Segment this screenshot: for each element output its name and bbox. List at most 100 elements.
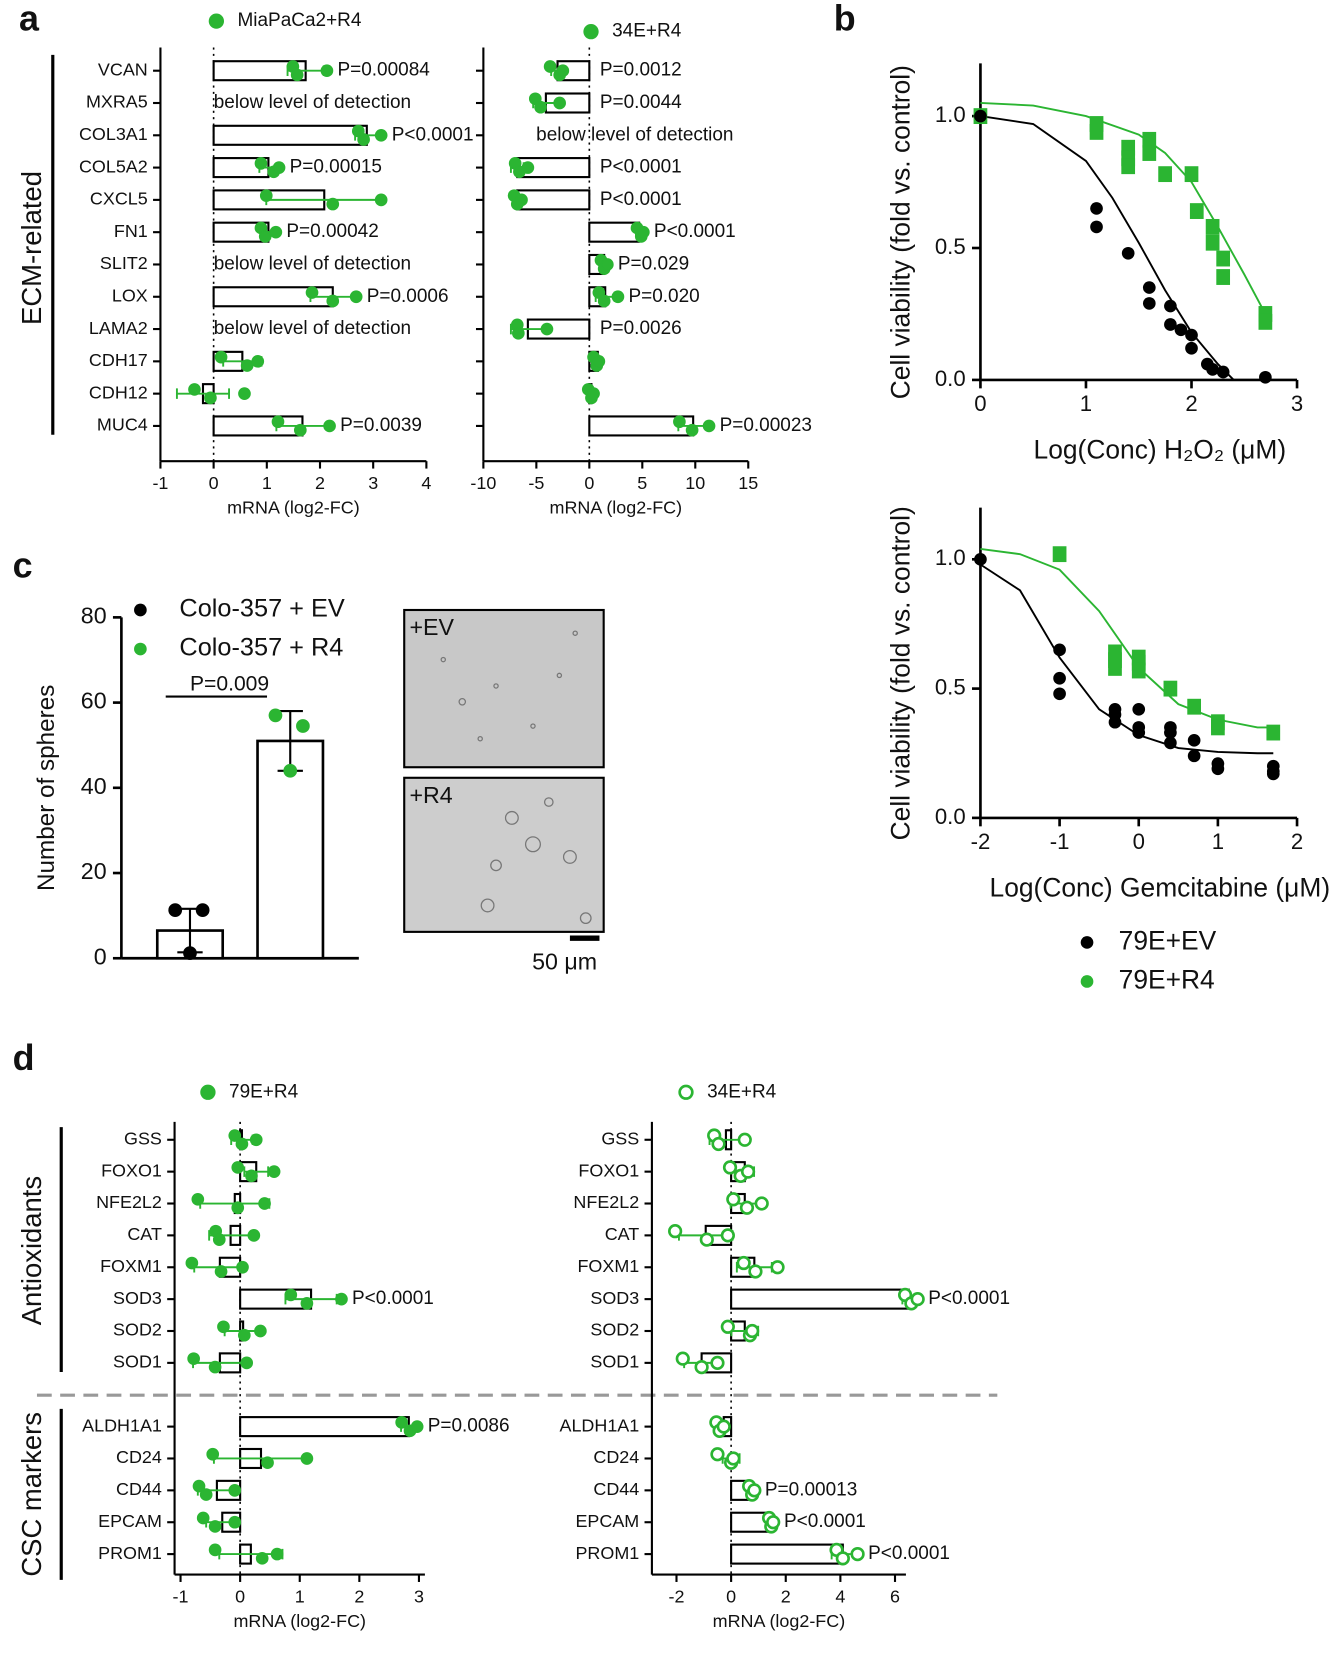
x-tick-label: -1 — [173, 1587, 189, 1607]
data-point — [726, 1451, 741, 1466]
data-point — [231, 1161, 245, 1174]
category-label: NFE2L2 — [96, 1192, 162, 1212]
data-point — [694, 1359, 709, 1375]
legend-label: 34E+R4 — [707, 1081, 776, 1102]
data-point — [668, 1224, 683, 1239]
x-tick-label: 1 — [262, 473, 272, 493]
data-point — [1164, 318, 1177, 331]
category-label: ALDH1A1 — [559, 1415, 639, 1435]
data-point — [1053, 671, 1066, 685]
data-point — [235, 1137, 249, 1151]
legend-label: 79E+EV — [1119, 925, 1217, 955]
annotation: P=0.009 — [190, 672, 269, 695]
data-point — [272, 161, 286, 174]
data-point — [974, 109, 987, 123]
data-point — [1108, 660, 1122, 676]
category-label: FOXO1 — [101, 1160, 162, 1180]
bar — [516, 189, 591, 211]
annotation: P=0.020 — [628, 286, 699, 307]
data-point — [737, 1132, 752, 1147]
data-point — [236, 1260, 249, 1274]
category-label: COL3A1 — [79, 124, 148, 144]
category-label: CD44 — [116, 1479, 162, 1499]
data-point — [722, 1160, 738, 1175]
scale-bar-label: 50 μm — [532, 949, 597, 975]
data-point — [1052, 546, 1067, 563]
data-point — [254, 157, 268, 170]
data-point — [1187, 733, 1201, 747]
data-point — [255, 1551, 269, 1565]
data-point — [1216, 269, 1231, 285]
data-point — [521, 161, 535, 174]
annotation: P=0.00015 — [290, 157, 382, 178]
x-tick-label: 0 — [1133, 829, 1145, 854]
y-tick-label: 0 — [94, 943, 107, 969]
data-point — [974, 553, 987, 566]
annotation: P=0.029 — [618, 253, 689, 274]
data-point — [1205, 218, 1220, 235]
data-point — [240, 1356, 254, 1370]
data-point — [766, 1515, 781, 1530]
x-tick-label: 2 — [1185, 391, 1197, 416]
data-point — [326, 294, 340, 308]
bar — [212, 124, 368, 146]
data-point — [1174, 323, 1188, 337]
data-point — [1089, 124, 1104, 140]
data-point — [261, 1456, 274, 1470]
legend-marker — [200, 1084, 216, 1100]
bar — [239, 1416, 410, 1438]
data-point — [228, 1484, 242, 1497]
data-point — [249, 1133, 263, 1147]
category-label: SOD2 — [590, 1320, 639, 1340]
x-tick-label: 0 — [235, 1587, 245, 1607]
category-label: CAT — [605, 1224, 640, 1244]
y-tick-label: 0.0 — [935, 804, 966, 829]
data-point — [335, 1292, 348, 1306]
data-point — [204, 391, 217, 405]
data-point — [747, 1483, 762, 1498]
data-point — [597, 294, 611, 308]
category-label: FOXM1 — [100, 1256, 162, 1276]
y-tick-label: 0.5 — [935, 234, 966, 259]
data-point — [716, 1419, 731, 1434]
data-point — [736, 1255, 751, 1271]
data-point — [1189, 203, 1204, 219]
data-point — [1185, 328, 1198, 342]
data-point — [217, 1320, 230, 1334]
data-point — [1206, 363, 1219, 376]
data-point — [748, 1264, 763, 1279]
legend-marker — [1080, 975, 1094, 988]
annotation: P<0.0001 — [600, 157, 682, 178]
data-point — [290, 68, 304, 82]
data-point — [711, 1136, 726, 1152]
data-point — [305, 286, 319, 299]
data-point — [710, 1355, 725, 1370]
data-point — [238, 387, 251, 400]
data-point — [1121, 158, 1136, 175]
data-point — [214, 1265, 228, 1278]
category-label: PROM1 — [98, 1543, 162, 1563]
legend-marker — [134, 642, 147, 656]
data-point — [187, 1352, 200, 1365]
data-point — [349, 290, 363, 304]
category-label: MXRA5 — [86, 92, 148, 112]
legend-marker — [1080, 936, 1094, 949]
x-tick-label: 0 — [974, 391, 986, 416]
x-tick-label: 0 — [726, 1587, 736, 1607]
x-tick-label: 2 — [354, 1587, 364, 1607]
data-point — [192, 1479, 206, 1493]
y-tick-label: 60 — [81, 688, 107, 714]
data-point — [745, 1323, 760, 1339]
data-point — [214, 350, 228, 364]
data-point — [770, 1260, 785, 1275]
annotation: P=0.0006 — [367, 286, 449, 307]
annotation: P<0.0001 — [928, 1288, 1010, 1309]
data-point — [1266, 767, 1280, 781]
data-point — [228, 1129, 242, 1142]
data-point — [245, 1169, 258, 1183]
x-tick-label: 0 — [584, 473, 594, 493]
data-point — [910, 1292, 925, 1307]
data-point — [1132, 702, 1146, 716]
